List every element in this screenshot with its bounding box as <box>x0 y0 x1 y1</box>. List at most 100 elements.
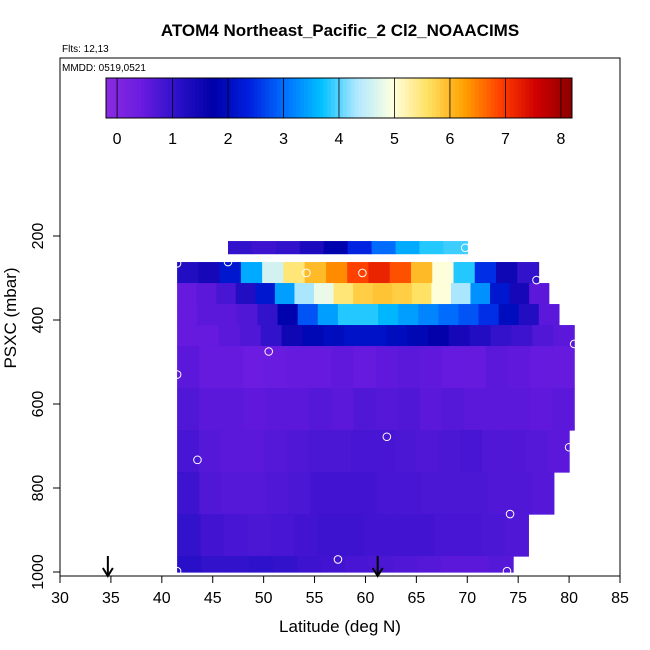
heatmap-cell <box>508 388 531 431</box>
heatmap-cell <box>478 304 500 326</box>
colorbar-segment <box>548 78 554 118</box>
sample-point <box>172 566 182 576</box>
y-tick-label: 200 <box>30 223 47 250</box>
sample-point <box>382 432 392 442</box>
heatmap-cell <box>386 325 408 347</box>
heatmap-cell <box>357 304 379 326</box>
colorbar-segment <box>424 78 429 118</box>
heatmap-cell <box>221 472 245 515</box>
heatmap-cell <box>197 325 220 347</box>
x-tick-label: 75 <box>509 590 527 607</box>
heatmap-cell <box>418 304 439 326</box>
colorbar-segment <box>323 78 328 118</box>
heatmap-cell <box>199 472 223 515</box>
heatmap-cell <box>221 346 244 389</box>
heatmap-cell <box>237 304 259 326</box>
heatmap-cell <box>177 514 202 557</box>
heatmap-cell <box>221 388 244 431</box>
colorbar-segment <box>451 78 456 118</box>
x-tick-label: 65 <box>407 590 425 607</box>
colorbar-segment <box>206 78 212 118</box>
heatmap-cell <box>394 430 418 473</box>
x-tick-label: 50 <box>255 590 273 607</box>
sample-point <box>460 243 470 253</box>
sample-point <box>564 442 574 452</box>
heatmap-cell <box>294 283 315 305</box>
colorbar-tick-label: 7 <box>501 131 510 148</box>
x-axis-label: Latitude (deg N) <box>279 617 401 636</box>
heatmap-cell <box>281 325 304 347</box>
heatmap-cell <box>304 262 327 284</box>
heatmap-cell <box>431 283 452 305</box>
heatmap-cell <box>200 514 225 557</box>
heatmap-cell <box>532 325 554 347</box>
heatmap-cells <box>177 241 575 573</box>
colorbar-tick-label: 6 <box>445 131 454 148</box>
sample-point <box>532 275 541 285</box>
colorbar-segment <box>362 78 367 118</box>
x-tick-label: 45 <box>204 590 222 607</box>
colorbar-segment <box>498 78 503 118</box>
colorbar-segment <box>463 78 468 118</box>
heatmap-cell <box>552 388 575 431</box>
colorbar-segment <box>459 78 464 118</box>
heatmap-cell <box>373 430 396 473</box>
heatmap-cell <box>218 325 241 347</box>
colorbar-segment <box>121 78 126 118</box>
colorbar-segment <box>354 78 359 118</box>
x-tick-label: 30 <box>51 590 69 607</box>
colorbar-segment <box>276 78 282 118</box>
colorbar-segment <box>439 78 445 118</box>
heatmap-cell <box>553 325 575 347</box>
heatmap-cell <box>287 388 311 431</box>
colorbar-segment <box>537 78 542 118</box>
colorbar-segment <box>304 78 309 118</box>
heatmap-cell <box>395 241 421 255</box>
heatmap-cell <box>198 430 222 473</box>
heatmap-cell <box>255 283 276 305</box>
colorbar-segment <box>195 78 200 118</box>
sample-point <box>358 268 367 278</box>
heatmap-cell <box>287 472 311 515</box>
colorbar-segment <box>191 78 196 118</box>
heatmap-cell <box>509 472 533 515</box>
heatmap-cell <box>216 283 237 305</box>
heatmap-cell <box>453 262 476 284</box>
heatmap-cell <box>262 262 285 284</box>
colorbar-segment <box>564 78 569 118</box>
flights-label: Flts: 12,13 <box>62 44 109 55</box>
colorbar-segment <box>397 78 402 118</box>
colorbar-segment <box>109 78 115 118</box>
colorbar-segment <box>245 78 251 118</box>
colorbar-segment <box>416 78 422 118</box>
heatmap-cell <box>441 346 465 389</box>
colorbar-segment <box>552 78 557 118</box>
sample-point <box>502 566 512 576</box>
colorbar-segment <box>513 78 519 118</box>
colorbar-segment <box>234 78 239 118</box>
colorbar-segment <box>467 78 472 118</box>
heatmap-cell <box>249 556 274 573</box>
heatmap-cell <box>217 304 238 326</box>
heatmap-cell <box>364 514 389 557</box>
heatmap-cell <box>389 262 412 284</box>
colorbar-segment <box>420 78 425 118</box>
colorbar-segment <box>517 78 523 118</box>
heatmap-cell <box>331 346 355 389</box>
x-tick-label: 85 <box>611 590 629 607</box>
x-tick-label: 80 <box>560 590 578 607</box>
colorbar-segment <box>284 78 290 118</box>
heatmap-cell <box>243 472 267 515</box>
heatmap-cell <box>411 514 436 557</box>
colorbar-segment <box>164 78 169 118</box>
heatmap-cell <box>265 472 289 515</box>
heatmap-cell <box>285 430 309 473</box>
sample-point <box>264 347 274 356</box>
heatmap-cell <box>201 556 226 573</box>
heatmap-cell <box>375 346 399 389</box>
heatmap-cell <box>337 304 359 326</box>
heatmap-cell <box>387 514 412 557</box>
heatmap-cell <box>177 262 199 284</box>
colorbar-tick-label: 3 <box>279 131 288 148</box>
